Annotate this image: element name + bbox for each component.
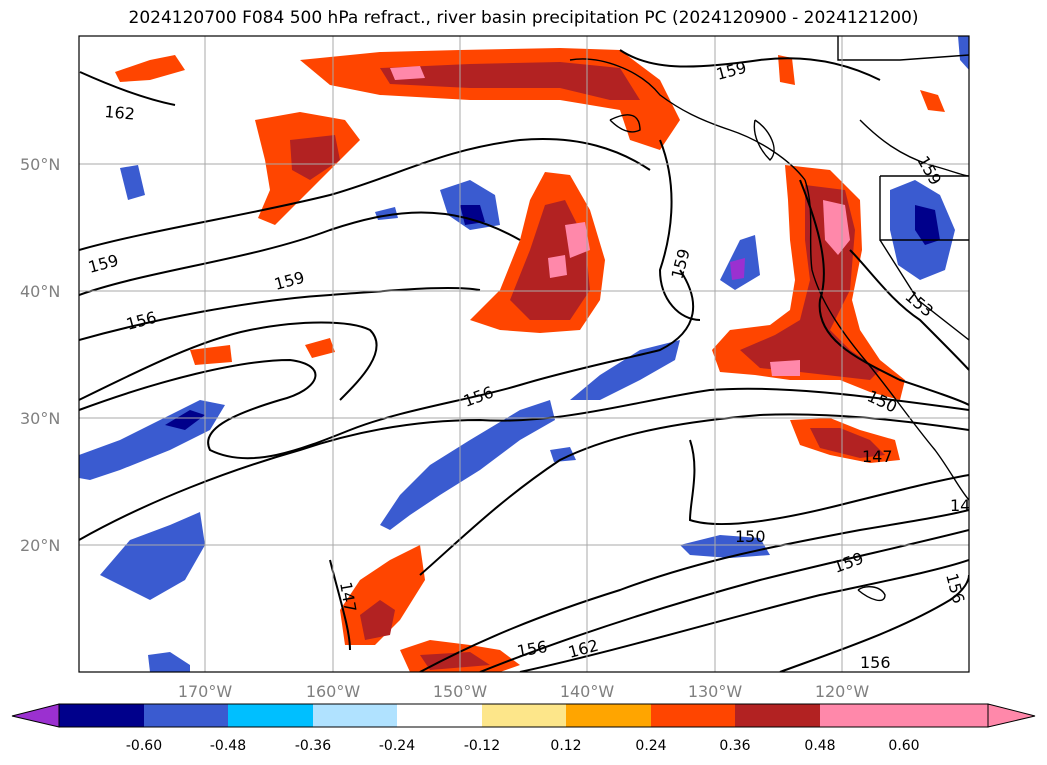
colorbar-bin xyxy=(820,704,904,727)
lon-label-160w: 160°W xyxy=(306,682,361,701)
colorbar-tick-label: 0.36 xyxy=(719,738,750,754)
colorbar-bin xyxy=(228,704,313,727)
lat-label-30n: 30°N xyxy=(20,409,60,428)
lat-label-50n: 50°N xyxy=(20,155,60,174)
colorbar-bin xyxy=(904,704,988,727)
map-frame xyxy=(78,35,970,673)
colorbar-tick-label: -0.24 xyxy=(379,738,415,754)
contour-label: 162 xyxy=(104,102,136,124)
colorbar-tick-label: 0.48 xyxy=(804,738,835,754)
positive-anomaly-regions xyxy=(115,48,945,672)
colorbar-tick-label: 0.12 xyxy=(550,738,581,754)
longitude-labels: 170°W 160°W 150°W 140°W 130°W 120°W xyxy=(178,682,870,701)
contour-label: 150 xyxy=(735,527,766,546)
colorbar-low-arrow xyxy=(11,703,60,728)
colorbar-tick-label: 0.60 xyxy=(888,738,919,754)
lon-label-170w: 170°W xyxy=(178,682,233,701)
contour-label: 147 xyxy=(862,447,893,466)
map-plot-area: 162 159 159 156 159 159 156 150 147 150 … xyxy=(79,36,981,672)
colorbar-bin xyxy=(566,704,651,727)
negative-anomaly-regions xyxy=(79,36,969,672)
lon-label-150w: 150°W xyxy=(433,682,488,701)
lat-label-20n: 20°N xyxy=(20,536,60,555)
colorbar-bin xyxy=(59,704,144,727)
colorbar-tick-label: -0.12 xyxy=(464,738,500,754)
lat-label-40n: 40°N xyxy=(20,282,60,301)
contour-label: 147 xyxy=(950,496,981,515)
colorbar-tick-label: 0.24 xyxy=(635,738,666,754)
colorbar-tick-label: -0.60 xyxy=(126,738,162,754)
colorbar-bin xyxy=(397,704,482,727)
colorbar-bin xyxy=(651,704,735,727)
colorbar-high-arrow xyxy=(987,703,1036,728)
colorbar: -0.60 -0.48 -0.36 -0.24 -0.12 0.12 0.24 … xyxy=(11,703,1036,754)
lon-label-120w: 120°W xyxy=(815,682,870,701)
colorbar-bin xyxy=(482,704,566,727)
lon-label-130w: 130°W xyxy=(688,682,743,701)
lon-label-140w: 140°W xyxy=(560,682,615,701)
latitude-labels: 50°N 40°N 30°N 20°N xyxy=(20,155,60,555)
colorbar-bin xyxy=(144,704,228,727)
colorbar-tick-label: -0.36 xyxy=(295,738,331,754)
map-title: 2024120700 F084 500 hPa refract., river … xyxy=(128,8,919,28)
contour-label: 156 xyxy=(860,653,891,672)
colorbar-tick-label: -0.48 xyxy=(210,738,246,754)
coastlines xyxy=(569,36,969,602)
colorbar-bin xyxy=(735,704,820,727)
graticule xyxy=(79,36,969,672)
colorbar-bin xyxy=(313,704,397,727)
